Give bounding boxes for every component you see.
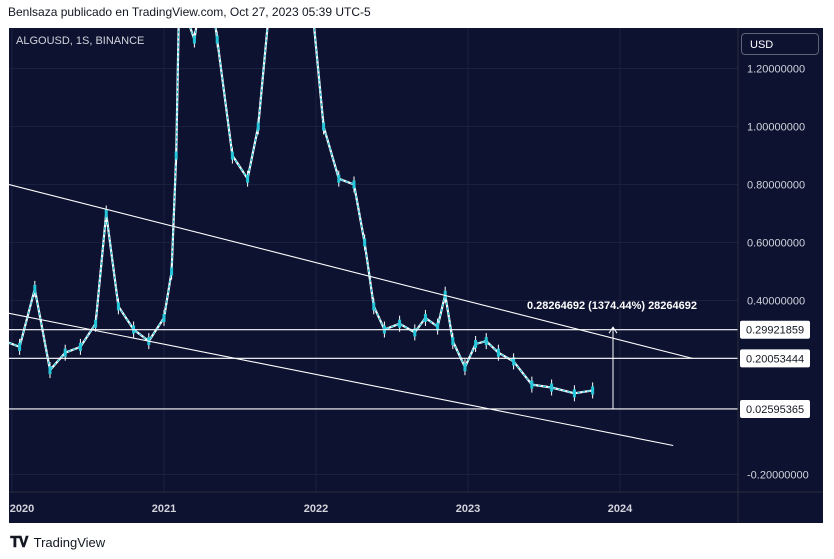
trend-line bbox=[9, 312, 674, 447]
candle-body bbox=[451, 337, 455, 346]
candle-body bbox=[572, 389, 576, 398]
candle-body bbox=[3, 337, 6, 345]
candle-body bbox=[530, 380, 534, 389]
candle-body bbox=[162, 313, 166, 322]
tradingview-logo-icon: 𝐓𝐕 bbox=[10, 534, 29, 551]
candle-body bbox=[104, 209, 108, 218]
y-tick-label: 1.20000000 bbox=[747, 64, 805, 76]
publish-header: Benlsaza publicado en TradingView.com, O… bbox=[8, 5, 371, 19]
price-level-label: 0.20053444 bbox=[746, 353, 804, 365]
x-tick-label: 2021 bbox=[152, 503, 176, 515]
price-level-box bbox=[740, 320, 810, 339]
y-tick-label: 0.60000000 bbox=[747, 238, 805, 250]
candle-body bbox=[230, 151, 234, 160]
candle-body bbox=[63, 348, 67, 357]
candle-body bbox=[423, 313, 427, 322]
candle-body bbox=[484, 337, 488, 346]
candle-body bbox=[246, 174, 250, 183]
measure-annotation-label: 0.28264692 (1374.44%) 28264692 bbox=[527, 300, 697, 312]
candle-body bbox=[170, 267, 174, 276]
x-tick-label: 2024 bbox=[608, 503, 633, 515]
candle-body bbox=[256, 122, 260, 131]
candle-body bbox=[18, 342, 22, 351]
candle-body bbox=[192, 35, 196, 44]
candle-body bbox=[322, 122, 326, 131]
candle-body bbox=[337, 174, 341, 183]
candle-body bbox=[174, 151, 178, 160]
price-series-shadow bbox=[9, 28, 593, 395]
y-tick-label: 0.40000000 bbox=[747, 296, 805, 308]
x-tick-label: 2022 bbox=[304, 503, 328, 515]
candle-body bbox=[116, 302, 120, 311]
candle-body bbox=[94, 319, 98, 328]
y-tick-label: 1.00000000 bbox=[747, 122, 805, 134]
x-tick-label: 2020 bbox=[10, 503, 34, 515]
price-level-box bbox=[740, 399, 810, 418]
price-level-label: 0.29921859 bbox=[746, 325, 804, 337]
price-level-box bbox=[740, 349, 810, 368]
candle-body bbox=[496, 348, 500, 357]
candle-body bbox=[550, 383, 554, 392]
candle-body bbox=[352, 180, 356, 189]
candle-body bbox=[436, 322, 440, 331]
candle-body bbox=[512, 357, 516, 366]
chart-area[interactable] bbox=[9, 28, 823, 523]
footer-brand-label: TradingView bbox=[33, 535, 106, 550]
candle-body bbox=[33, 284, 37, 293]
x-tick-label: 2023 bbox=[456, 503, 480, 515]
candle-body bbox=[48, 366, 52, 375]
y-tick-label: -0.20000000 bbox=[747, 470, 809, 482]
candle-body bbox=[474, 340, 478, 348]
candle-body bbox=[591, 386, 595, 395]
candle-body bbox=[398, 319, 402, 328]
price-level-label: 0.02595365 bbox=[746, 404, 804, 416]
candle-body bbox=[363, 238, 367, 247]
plot-group bbox=[3, 28, 738, 492]
candle-body bbox=[413, 328, 417, 337]
candle-body bbox=[372, 302, 376, 311]
candle-body bbox=[463, 363, 467, 372]
measure-arrow-head bbox=[608, 326, 618, 334]
footer-brand: 𝐓𝐕 TradingView bbox=[10, 534, 105, 551]
candle-body bbox=[215, 35, 219, 44]
y-tick-label: 0.80000000 bbox=[747, 180, 805, 192]
trend-line bbox=[9, 183, 694, 360]
candle-body bbox=[78, 342, 82, 351]
price-series-line bbox=[9, 28, 593, 394]
symbol-label: ALGOUSD, 1S, BINANCE bbox=[16, 35, 145, 47]
currency-button[interactable]: USD bbox=[741, 33, 819, 55]
candle-body bbox=[443, 290, 447, 299]
